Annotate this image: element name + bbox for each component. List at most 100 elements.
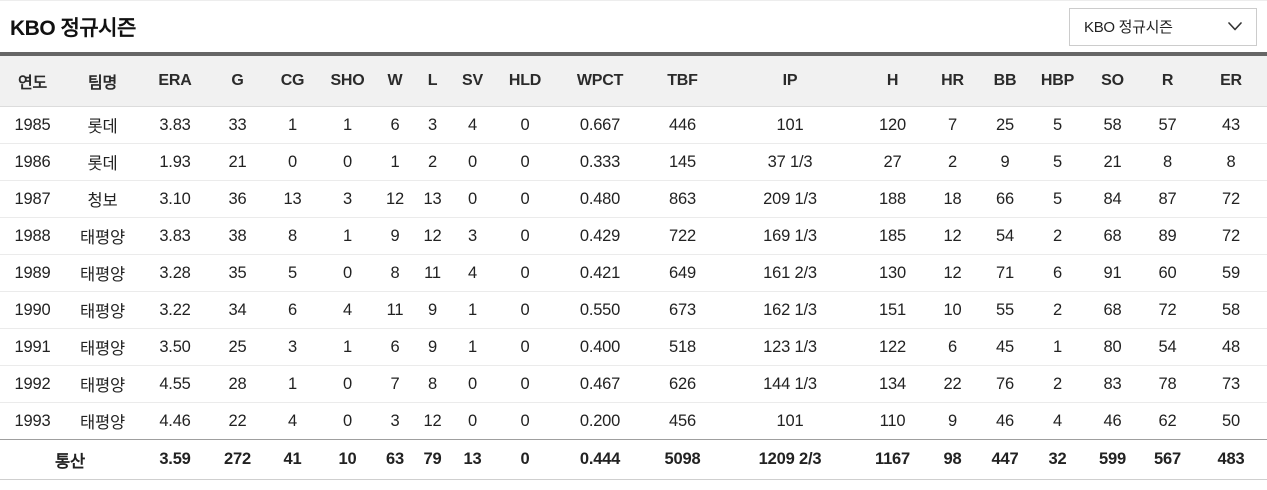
table-cell: 1988 [0,217,65,255]
table-cell: 80 [1085,328,1140,366]
col-header-sv: SV [450,56,495,107]
table-cell: 28 [210,365,265,403]
col-header-year: 연도 [0,56,65,107]
table-cell: 120 [860,106,925,144]
total-cell: 447 [980,439,1030,480]
total-cell: 0 [495,439,555,480]
table-cell: 1993 [14,411,51,430]
table-cell: 122 [860,328,925,366]
table-cell: 161 2/3 [720,254,860,292]
table-cell: 0 [495,328,555,366]
table-cell: 89 [1140,217,1195,255]
table-cell: 110 [879,411,906,430]
table-cell: 58 [1085,106,1140,144]
total-cell: 32 [1030,439,1085,480]
total-cell: 63 [375,439,415,480]
table-cell: 54 [980,217,1030,255]
total-cell: 3.59 [140,439,210,480]
table-cell: 0 [343,411,352,430]
table-cell: 34 [210,291,265,329]
table-cell: 0 [320,143,375,181]
col-header-team: 팀명 [65,56,140,107]
table-cell: 71 [980,254,1030,292]
table-cell: 58 [1195,291,1267,329]
table-cell: 0.200 [579,411,621,430]
table-cell: 5 [265,254,320,292]
table-cell: 162 1/3 [720,291,860,329]
table-cell: 8 [415,365,450,403]
table-cell: 9 [375,217,415,255]
total-cell: 1209 2/3 [720,439,860,480]
col-header-era: ERA [140,56,210,107]
table-cell: 0.333 [555,143,645,181]
table-cell: 25 [210,328,265,366]
table-cell: 0 [468,411,477,430]
col-header-tbf: TBF [645,56,720,107]
table-cell: 62 [1158,411,1177,430]
table-cell: 3.22 [140,291,210,329]
season-dropdown-value: KBO 정규시즌 [1084,19,1173,36]
table-cell: 청보 [65,180,140,218]
table-cell: 8 [1195,143,1267,181]
col-header-h: H [860,56,925,107]
col-header-er: ER [1195,56,1267,107]
table-cell: 태평양 [80,414,125,432]
table-cell: 4 [320,291,375,329]
table-row: 1989 태평양 3.28 35 5 0 8 11 4 0 0.421 649 161 2/3 130 12… [0,254,1267,292]
table-cell: 4 [450,106,495,144]
table-cell: 6 [925,328,980,366]
table-cell: 649 [645,254,720,292]
col-header-wpct: WPCT [555,56,645,107]
col-header-cg: CG [265,56,320,107]
total-cell: 483 [1195,439,1267,480]
total-cell: 599 [1085,439,1140,480]
table-cell: 12 [925,254,980,292]
table-cell: 83 [1085,365,1140,403]
total-cell: 41 [265,439,320,480]
table-cell: 1985 [0,106,65,144]
table-cell: 18 [925,180,980,218]
table-cell: 3.83 [140,106,210,144]
table-cell: 1986 [0,143,65,181]
table-cell: 12 [375,180,415,218]
season-dropdown[interactable]: KBO 정규시즌 [1069,7,1257,46]
table-cell: 0 [450,180,495,218]
table-cell: 10 [925,291,980,329]
table-cell: 60 [1140,254,1195,292]
table-cell: 863 [645,180,720,218]
table-cell: 0 [495,254,555,292]
table-cell: 185 [860,217,925,255]
table-cell: 9 [415,291,450,329]
table-cell: 0 [450,143,495,181]
table-cell: 7 [375,365,415,403]
col-header-hld: HLD [495,56,555,107]
table-cell: 50 [1222,411,1240,430]
total-cell: 79 [415,439,450,480]
table-cell: 1.93 [140,143,210,181]
table-cell: 68 [1085,291,1140,329]
total-cell: 272 [210,439,265,480]
col-header-r: R [1140,56,1195,107]
table-cell: 3.10 [140,180,210,218]
table-cell: 72 [1140,291,1195,329]
col-header-bb: BB [980,56,1030,107]
table-cell: 101 [720,106,860,144]
table-cell: 0 [495,143,555,181]
table-cell: 43 [1195,106,1267,144]
table-cell: 2 [1030,365,1085,403]
table-cell: 1987 [0,180,65,218]
table-cell: 22 [925,365,980,403]
table-cell: 21 [210,143,265,181]
table-cell: 1 [320,217,375,255]
chevron-down-icon [1228,22,1242,31]
table-cell: 0.480 [555,180,645,218]
page-header: KBO 정규시즌 KBO 정규시즌 [0,1,1267,56]
table-cell: 91 [1085,254,1140,292]
table-cell: 2 [1030,217,1085,255]
table-cell: 1 [265,106,320,144]
table-cell: 48 [1195,328,1267,366]
table-cell: 45 [980,328,1030,366]
col-header-l: L [415,56,450,107]
table-cell: 46 [1103,411,1122,430]
table-cell: 0 [450,365,495,403]
